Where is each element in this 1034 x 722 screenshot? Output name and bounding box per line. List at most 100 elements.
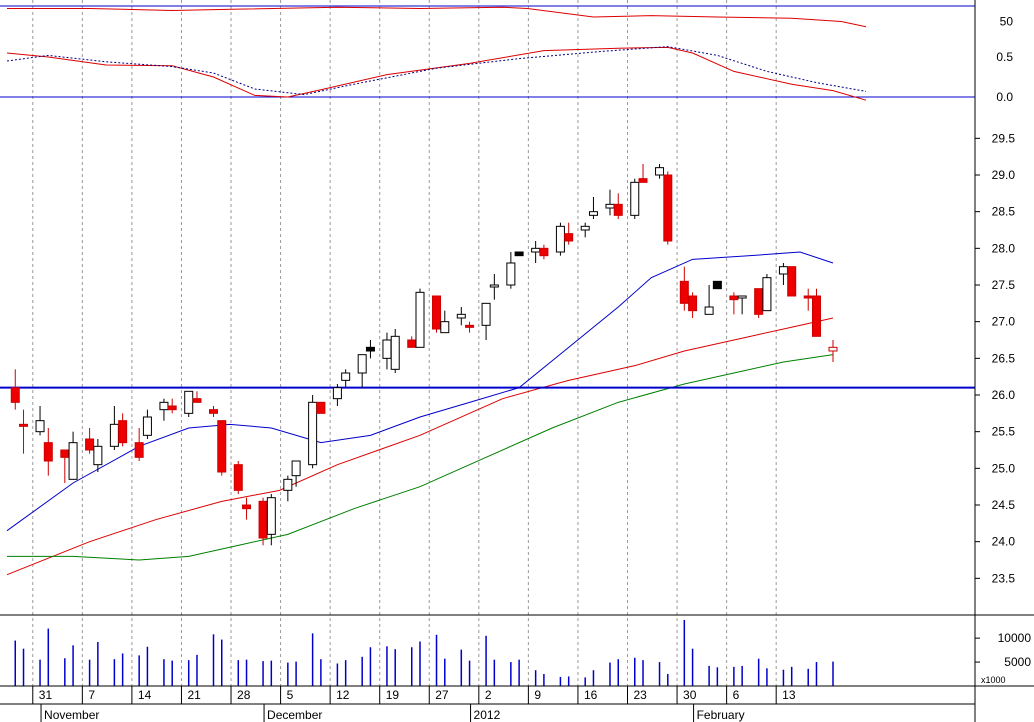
macd-line — [6, 46, 867, 101]
x-tick-label: 14 — [138, 688, 152, 702]
candle-body — [712, 280, 722, 290]
price-panel: 29.5 29.0 28.5 28.0 27.5 27.0 26.5 26.0 25.5 25.0… — [0, 131, 1015, 585]
moving-average-line — [6, 251, 834, 532]
month-label: December — [267, 708, 322, 722]
volume-panel: 10000 5000 x1000 — [14, 619, 1032, 686]
candle-body — [605, 203, 615, 209]
x-tick-label: 19 — [386, 688, 400, 702]
candle-body — [787, 266, 797, 297]
price-tick-label: 26.5 — [992, 351, 1016, 365]
oscillator-line — [7, 6, 867, 28]
month-label: 2012 — [474, 708, 501, 722]
x-tick-label: 5 — [287, 688, 294, 702]
candle-body — [737, 295, 747, 299]
candle-body — [43, 442, 53, 462]
candle-body — [283, 478, 293, 491]
candle-body — [580, 225, 590, 231]
volume-unit-label: x1000 — [981, 675, 1006, 685]
candle-body — [68, 442, 78, 480]
candle-body — [729, 295, 739, 301]
candle-body — [489, 284, 499, 288]
candle-body — [415, 291, 425, 348]
candle-body — [762, 277, 772, 312]
x-tick-label: 30 — [683, 688, 697, 702]
price-tick-label: 25.0 — [992, 461, 1016, 475]
candle-body — [60, 449, 70, 458]
candle-body — [93, 445, 103, 466]
candle-body — [555, 225, 565, 253]
price-tick-label: 29.0 — [992, 168, 1016, 182]
candle-body — [159, 401, 169, 411]
candle-body — [382, 339, 392, 359]
x-tick-label: 31 — [39, 688, 53, 702]
oscillator-tick-label: 50 — [1000, 15, 1014, 29]
candle-body — [365, 346, 375, 352]
candle-body — [688, 295, 698, 312]
candle-body — [432, 295, 442, 330]
macd-signal-line — [6, 46, 867, 96]
month-label: November — [44, 708, 99, 722]
price-tick-label: 28.5 — [992, 205, 1016, 219]
candle-body — [679, 280, 689, 304]
macd-tick-label: 0.0 — [996, 90, 1013, 104]
candle-body — [828, 346, 838, 352]
x-axis: 31 7 14 21 28 5 12 19 27 2 9 16 23 30 6 13 November Decem… — [0, 686, 975, 722]
candle-body — [613, 203, 623, 216]
candle-body — [316, 401, 326, 414]
x-tick-label: 7 — [88, 688, 95, 702]
candle-body — [357, 354, 367, 374]
candle-body — [10, 387, 20, 403]
candle-body — [242, 504, 252, 510]
macd-panel: 0.5 0.0 — [0, 46, 1013, 104]
x-tick-label: 9 — [534, 688, 541, 702]
candle-body — [506, 262, 516, 286]
candle-body — [167, 405, 177, 411]
candle-body — [266, 497, 276, 535]
price-tick-label: 23.5 — [992, 571, 1016, 585]
candle-body — [638, 178, 648, 183]
moving-average-line — [7, 354, 834, 561]
candle-body — [778, 266, 788, 275]
price-tick-label: 24.0 — [992, 535, 1016, 549]
candle-body — [35, 420, 45, 433]
candle-body — [341, 372, 351, 381]
candle-body — [481, 302, 491, 326]
candle-body — [332, 387, 342, 400]
price-tick-label: 25.5 — [992, 425, 1016, 439]
x-tick-label: 12 — [336, 688, 350, 702]
candle-body — [85, 438, 95, 451]
candle-body — [192, 398, 202, 403]
x-tick-label: 6 — [733, 688, 740, 702]
candle-body — [531, 247, 541, 253]
candle-body — [184, 390, 194, 414]
volume-tick-label: 5000 — [1004, 655, 1031, 669]
candle-body — [663, 174, 673, 242]
candle-body — [109, 423, 119, 447]
candle-body — [308, 401, 318, 466]
candle-body — [291, 460, 301, 477]
candle-body — [754, 288, 764, 315]
candle-body — [19, 423, 29, 427]
x-tick-label: 13 — [782, 688, 796, 702]
candle-body — [258, 500, 268, 539]
candle-body — [407, 339, 417, 348]
candle-body — [704, 306, 714, 315]
candle-body — [564, 233, 574, 242]
candle-body — [233, 464, 243, 491]
price-tick-label: 27.0 — [992, 315, 1016, 329]
x-tick-label: 28 — [237, 688, 251, 702]
price-tick-label: 29.5 — [992, 131, 1016, 145]
candle-body — [440, 321, 450, 334]
x-tick-label: 16 — [584, 688, 598, 702]
candle-body — [630, 181, 640, 216]
candle-body — [390, 335, 400, 370]
candle-body — [588, 211, 598, 216]
candle-body — [811, 295, 821, 337]
price-tick-label: 24.5 — [992, 498, 1016, 512]
price-tick-label: 26.0 — [992, 388, 1016, 402]
moving-average-line — [6, 317, 834, 576]
macd-tick-label: 0.5 — [996, 50, 1013, 64]
volume-tick-label: 10000 — [998, 631, 1032, 645]
